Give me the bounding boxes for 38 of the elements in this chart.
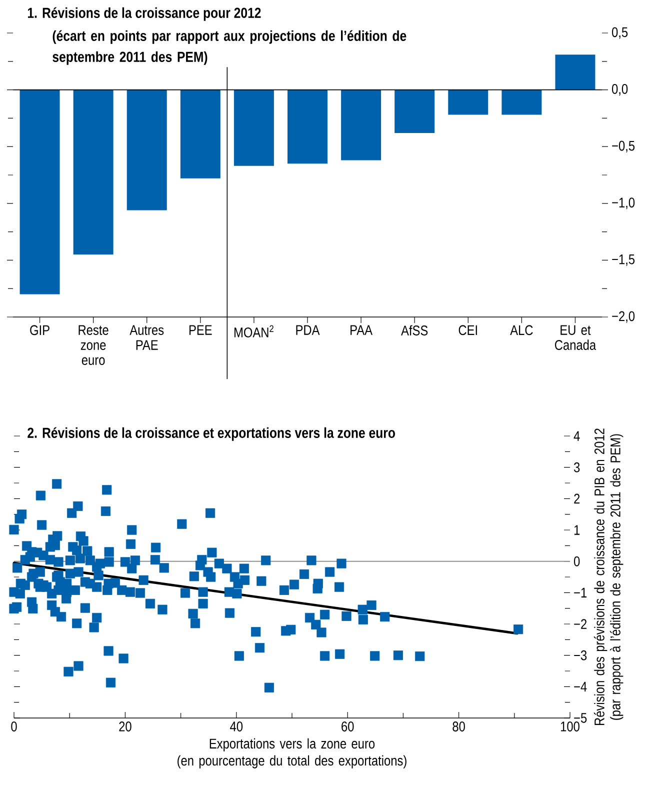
y-tick-label: −5 — [574, 713, 587, 723]
x-tick-label: 80 — [452, 722, 465, 732]
x-tick-label: 40 — [230, 722, 243, 732]
text: (écart en points par rapport aux projections de l’édition de septembre 2011 des PEM) — [52, 30, 406, 65]
y-tick-label: 1 — [574, 525, 580, 535]
chart-title: 2. Révisions de la croissance et exportations vers la zone euro — [28, 427, 395, 441]
y-tick-label: 0,0 — [612, 84, 628, 96]
x-tick-label: MOAN$^{2}$ — [234, 325, 274, 338]
x-tick-label: CEI — [458, 325, 477, 336]
y-tick-label: −2,0 — [612, 311, 635, 323]
x-tick-label: 20 — [119, 722, 132, 732]
x-tick-label: PAA — [350, 325, 372, 335]
x-tick-label: PDA — [296, 325, 320, 335]
x-tick-label: GIP — [30, 325, 50, 336]
x-tick-label: Reste zone euro — [78, 325, 108, 365]
y-tick-label: 4 — [574, 431, 580, 441]
y-tick-label: −1 — [574, 588, 587, 598]
x-tick-label: ALC — [510, 325, 533, 336]
x-tick-label: PEE — [189, 325, 212, 335]
y-tick-label: −4 — [574, 682, 587, 692]
y-tick-label: 0,5 — [612, 27, 628, 39]
y-tick-label: −1,5 — [612, 254, 635, 266]
x-tick-label: 60 — [342, 722, 354, 732]
y-tick-label: −2 — [574, 619, 586, 629]
y-tick-label: −3 — [574, 650, 587, 660]
y-axis-title: Révision des prévisions de croissance du PIB en 2012 (par rapport à l’édition de septembre 2011 des PEM) — [594, 428, 624, 726]
y-tick-label: 2 — [574, 494, 580, 504]
chart-title: 1. Révisions de la croissance pour 2012 — [28, 7, 261, 21]
x-tick-label: Autres PAE — [130, 325, 164, 350]
y-tick-label: 3 — [574, 462, 580, 472]
y-tick-label: −1,0 — [612, 198, 635, 210]
x-axis-title: Exportations vers la zone euro (en pourcentage du total des exportations) — [178, 738, 406, 768]
y-tick-label: −0,5 — [612, 140, 635, 152]
x-tick-label: 0 — [11, 722, 17, 732]
x-tick-label: AfSS — [401, 325, 428, 336]
x-tick-label: EU et Canada — [554, 325, 596, 350]
y-tick-label: 0 — [574, 556, 580, 566]
x-tick-label: 100 — [560, 722, 580, 732]
